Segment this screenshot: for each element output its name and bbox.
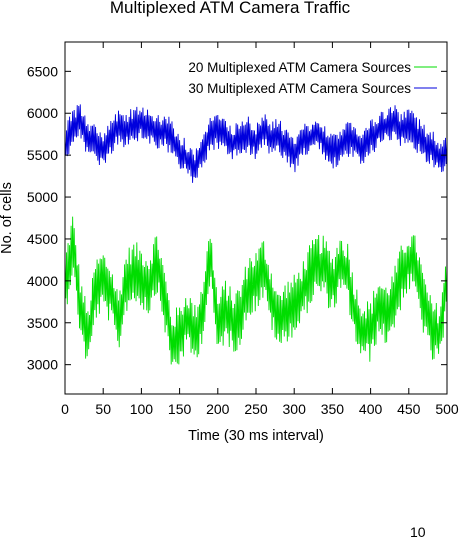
page-number: 10: [410, 524, 426, 540]
series-layer: [64, 104, 448, 365]
y-tick-label: 5000: [27, 189, 58, 205]
y-tick-label: 3500: [27, 315, 58, 331]
x-tick-label: 400: [359, 401, 383, 417]
x-tick-label: 150: [168, 401, 192, 417]
y-tick-label: 4500: [27, 231, 58, 247]
y-tick-label: 3000: [27, 357, 58, 373]
x-tick-label: 50: [95, 401, 111, 417]
y-tick-label: 6000: [27, 105, 58, 121]
x-tick-label: 300: [283, 401, 307, 417]
y-tick-label: 4000: [27, 273, 58, 289]
tick-layer: 0 50 100 150 200 250 300 350 400 450 500 3000 3500 40…: [27, 42, 459, 417]
x-tick-label: 200: [206, 401, 230, 417]
x-tick-label: 450: [397, 401, 421, 417]
y-tick-label: 6500: [27, 63, 58, 79]
y-axis-label: No. of cells: [0, 182, 15, 254]
x-tick-label: 100: [130, 401, 154, 417]
series-line-blue: [64, 104, 448, 183]
legend-label-blue: 30 Multiplexed ATM Camera Sources: [188, 81, 411, 96]
legend-label-green: 20 Multiplexed ATM Camera Sources: [188, 60, 411, 75]
series-line-green: [64, 216, 448, 365]
legend: 20 Multiplexed ATM Camera Sources 30 Mul…: [188, 60, 437, 96]
x-tick-label: 500: [435, 401, 459, 417]
x-tick-label: 350: [321, 401, 345, 417]
y-tick-label: 5500: [27, 147, 58, 163]
x-tick-label: 0: [61, 401, 69, 417]
chart-title: Multiplexed ATM Camera Traffic: [109, 0, 351, 17]
x-tick-label: 250: [244, 401, 268, 417]
x-axis-label: Time (30 ms interval): [188, 428, 324, 444]
